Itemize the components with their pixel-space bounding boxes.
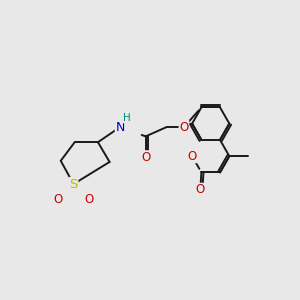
Text: O: O bbox=[188, 150, 197, 163]
Text: O: O bbox=[179, 121, 189, 134]
Text: O: O bbox=[141, 151, 150, 164]
Text: O: O bbox=[84, 193, 93, 206]
Text: N: N bbox=[115, 121, 125, 134]
Text: H: H bbox=[123, 113, 131, 123]
Text: O: O bbox=[196, 183, 205, 196]
Text: S: S bbox=[69, 178, 78, 190]
Text: O: O bbox=[179, 121, 189, 134]
Text: O: O bbox=[54, 193, 63, 206]
